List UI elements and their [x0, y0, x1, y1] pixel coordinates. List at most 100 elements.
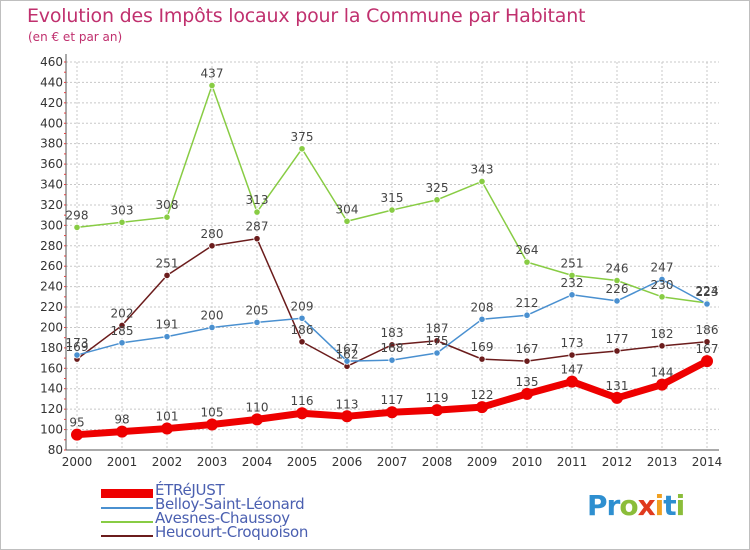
data-point: [73, 223, 81, 232]
logo-letter: i: [654, 489, 665, 522]
logo-letter: i: [675, 489, 686, 522]
data-point: [611, 391, 623, 404]
data-label: 101: [156, 410, 179, 424]
data-label: 113: [336, 397, 359, 411]
data-label: 247: [651, 260, 674, 274]
y-tick-label: 140: [40, 382, 63, 396]
data-label: 187: [426, 322, 449, 336]
data-point: [523, 258, 531, 266]
legend-swatch: [101, 507, 153, 509]
data-point: [253, 235, 261, 243]
data-label: 304: [336, 202, 359, 216]
proxiti-logo: Proxiti: [587, 489, 686, 522]
data-point: [206, 418, 218, 431]
x-tick-label: 2003: [197, 455, 228, 469]
x-tick-label: 2013: [647, 455, 678, 469]
data-point: [656, 378, 668, 391]
data-point: [478, 315, 486, 323]
data-point: [208, 242, 216, 250]
data-label: 315: [381, 191, 404, 205]
data-label: 280: [201, 227, 224, 241]
data-point: [433, 196, 441, 204]
x-tick-label: 2008: [422, 455, 453, 469]
legend-label: ÉTRéJUST: [155, 481, 225, 499]
y-tick-label: 100: [40, 423, 63, 437]
y-tick-label: 80: [48, 443, 63, 457]
data-point: [568, 351, 576, 359]
data-point: [523, 311, 531, 319]
data-label: 437: [201, 66, 224, 80]
data-label: 122: [471, 388, 494, 402]
data-label: 313: [246, 193, 269, 207]
y-tick-label: 220: [40, 300, 63, 314]
x-tick-label: 2009: [467, 455, 498, 469]
logo-letter: o: [619, 489, 638, 522]
data-label: 212: [516, 296, 539, 310]
data-label: 183: [381, 326, 404, 340]
chart-title: Evolution des Impôts locaux pour la Comm…: [27, 5, 586, 27]
data-label: 169: [471, 340, 494, 354]
data-label: 191: [156, 318, 179, 332]
data-point: [658, 293, 666, 301]
y-tick-label: 380: [40, 137, 63, 151]
data-label: 375: [291, 130, 314, 144]
y-tick-label: 340: [40, 178, 63, 192]
y-tick-label: 160: [40, 361, 63, 375]
data-label: 343: [471, 162, 494, 176]
legend-label: Avesnes-Chaussoy: [155, 509, 290, 527]
data-point: [613, 276, 621, 285]
data-label: 264: [516, 243, 539, 257]
data-point: [118, 339, 126, 347]
data-point: [658, 275, 666, 284]
data-label: 205: [246, 303, 269, 317]
x-tick-label: 2007: [377, 455, 408, 469]
data-label: 209: [291, 299, 314, 313]
data-point: [568, 291, 576, 299]
data-point: [431, 404, 443, 417]
data-point: [296, 407, 308, 420]
data-label: 182: [651, 327, 674, 341]
data-point: [523, 357, 531, 365]
data-label: 185: [111, 324, 134, 338]
data-point: [613, 297, 621, 305]
legend-swatch: [101, 489, 153, 498]
data-label: 95: [69, 416, 84, 430]
data-point: [658, 342, 666, 350]
data-label: 223: [696, 285, 719, 299]
y-tick-label: 360: [40, 157, 63, 171]
legend-swatch: [101, 521, 153, 523]
data-point: [73, 351, 81, 359]
y-tick-label: 260: [40, 259, 63, 273]
data-label: 173: [561, 336, 584, 350]
data-label: 200: [201, 308, 224, 322]
data-label: 147: [561, 363, 584, 377]
data-label: 168: [381, 341, 404, 355]
data-label: 287: [246, 220, 269, 234]
data-point: [116, 425, 128, 438]
data-point: [163, 213, 171, 221]
data-label: 226: [606, 282, 629, 296]
data-point: [208, 323, 216, 332]
y-tick-label: 400: [40, 116, 63, 130]
data-label: 325: [426, 181, 449, 195]
data-label: 167: [516, 342, 539, 356]
data-label: 208: [471, 300, 494, 314]
data-point: [566, 375, 578, 388]
y-tick-label: 180: [40, 341, 63, 355]
data-point: [163, 271, 171, 279]
data-label: 246: [606, 262, 629, 276]
data-label: 135: [516, 375, 539, 389]
data-label: 110: [246, 400, 269, 414]
data-label: 177: [606, 332, 629, 346]
data-point: [163, 333, 171, 341]
data-label: 105: [201, 405, 224, 419]
data-point: [478, 355, 486, 363]
x-tick-label: 2002: [152, 455, 183, 469]
data-point: [388, 341, 396, 349]
data-point: [298, 314, 306, 322]
data-label: 117: [381, 393, 404, 407]
data-label: 98: [114, 413, 129, 427]
data-label: 131: [606, 379, 629, 393]
data-point: [118, 321, 126, 330]
y-tick-label: 320: [40, 198, 63, 212]
